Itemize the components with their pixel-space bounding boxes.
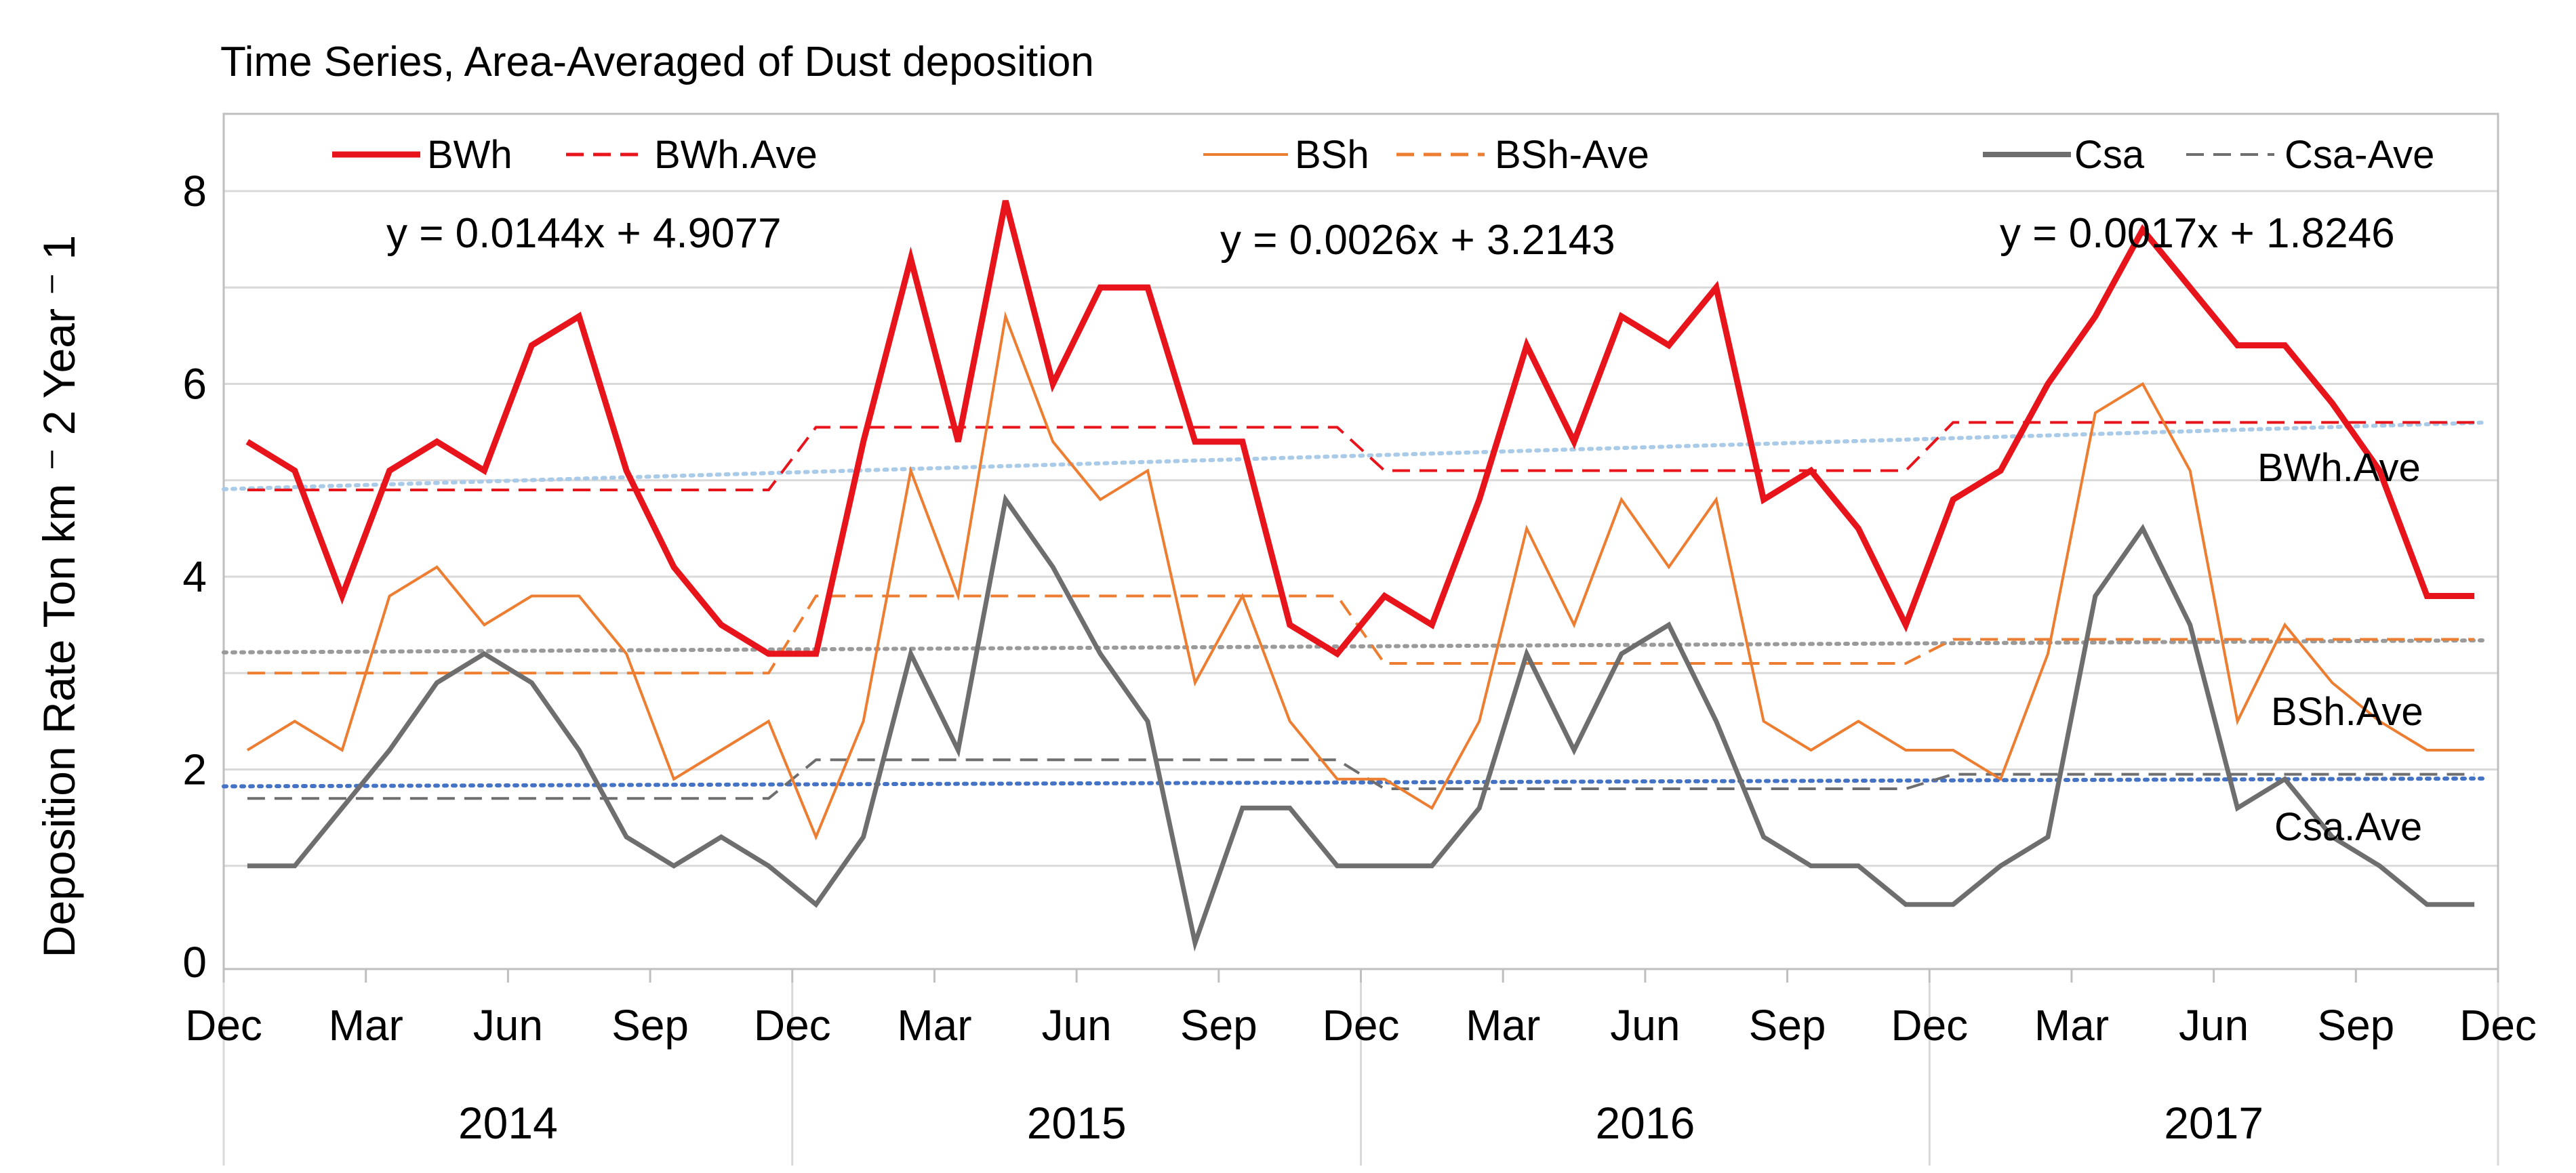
series-bsh-ave bbox=[247, 594, 2475, 675]
x-tick-label: Mar bbox=[329, 1001, 403, 1050]
x-tick-label: Jun bbox=[2179, 1001, 2249, 1050]
x-tick-label: Dec bbox=[185, 1001, 262, 1050]
annotation-csa-ave: Csa.Ave bbox=[2274, 805, 2422, 849]
legend-label-bsh: BSh bbox=[1295, 133, 1369, 177]
y-tick-label: 2 bbox=[182, 745, 207, 794]
year-label: 2014 bbox=[458, 1098, 558, 1148]
x-tick-label: Dec bbox=[2459, 1001, 2537, 1050]
chart-title: Time Series, Area-Averaged of Dust depos… bbox=[220, 39, 1094, 85]
series-csa-ave bbox=[247, 758, 2475, 800]
y-tick-label: 0 bbox=[182, 938, 207, 987]
y-tick-label: 6 bbox=[182, 360, 207, 409]
gridlines bbox=[224, 190, 2498, 867]
legend-label-csa-ave: Csa-Ave bbox=[2285, 133, 2434, 177]
series-bwh bbox=[245, 200, 2475, 658]
x-tick-label: Mar bbox=[897, 1001, 971, 1050]
x-tick-label: Mar bbox=[1466, 1001, 1540, 1050]
y-axis-title: Deposition Rate Ton km ⁻ 2 Year ⁻ 1 bbox=[34, 235, 84, 958]
x-tick-label: Mar bbox=[2034, 1001, 2109, 1050]
legend-label-bsh-ave: BSh-Ave bbox=[1495, 133, 1649, 177]
year-label: 2016 bbox=[1595, 1098, 1695, 1148]
x-tick-labels: Dec Mar Jun Sep Dec Mar Jun Sep Dec Mar Jun Sep Dec M… bbox=[185, 1001, 2537, 1050]
annotation-bsh-ave: BSh.Ave bbox=[2271, 690, 2423, 734]
trendline-2 bbox=[222, 776, 2487, 789]
x-tick-label: Dec bbox=[1323, 1001, 1400, 1050]
x-tick-label: Sep bbox=[611, 1001, 689, 1050]
trendline-0 bbox=[222, 420, 2487, 491]
x-tick-label: Sep bbox=[1180, 1001, 1257, 1050]
y-tick-label: 4 bbox=[182, 552, 207, 601]
year-label: 2017 bbox=[2164, 1098, 2263, 1148]
equation-csa: y = 0.0017x + 1.8246 bbox=[2000, 210, 2395, 257]
x-tick-label: Jun bbox=[473, 1001, 543, 1050]
legend-label-bwh-ave: BWh.Ave bbox=[654, 133, 818, 177]
trendlines bbox=[222, 420, 2487, 789]
y-tick-labels: 0 2 4 6 8 bbox=[182, 167, 207, 987]
series-csa bbox=[247, 493, 2475, 952]
y-tick-label: 8 bbox=[182, 167, 207, 215]
x-tick-label: Sep bbox=[2317, 1001, 2394, 1050]
series-bsh bbox=[246, 311, 2475, 841]
equation-bsh: y = 0.0026x + 3.2143 bbox=[1220, 217, 1615, 264]
year-label: 2015 bbox=[1027, 1098, 1127, 1148]
equation-bwh: y = 0.0144x + 4.9077 bbox=[386, 210, 782, 257]
x-tick-label: Dec bbox=[754, 1001, 831, 1050]
x-tick-label: Jun bbox=[1610, 1001, 1680, 1050]
legend: BWh BWh.Ave BSh BSh-Ave Csa Csa-Ave bbox=[332, 133, 2434, 177]
year-labels: 2014 2015 2016 2017 bbox=[458, 1098, 2263, 1148]
annotation-bwh-ave: BWh.Ave bbox=[2257, 446, 2421, 490]
legend-label-bwh: BWh bbox=[427, 133, 512, 177]
x-tick-label: Sep bbox=[1749, 1001, 1826, 1050]
series-bwh-ave bbox=[247, 421, 2475, 491]
legend-label-csa: Csa bbox=[2074, 133, 2145, 177]
x-tick-label: Jun bbox=[1042, 1001, 1112, 1050]
axes bbox=[222, 968, 2499, 1166]
trendline-1 bbox=[222, 638, 2487, 655]
series-lines bbox=[245, 200, 2475, 952]
x-tick-label: Dec bbox=[1891, 1001, 1968, 1050]
